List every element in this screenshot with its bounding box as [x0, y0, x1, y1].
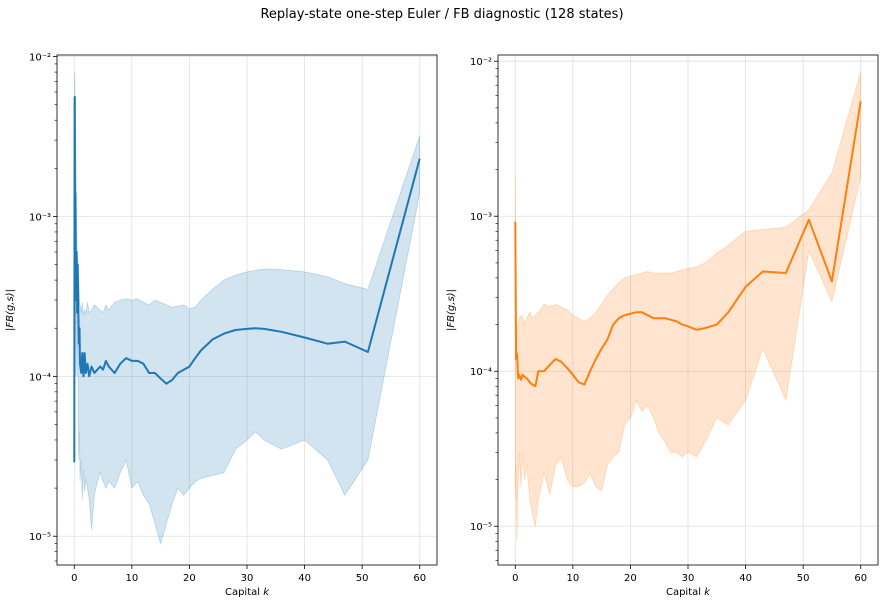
- left-x-axis-label-var: k: [263, 587, 270, 598]
- left-chart-panel: 0 10 20 30 40 50 60 10⁻⁵ 10⁻⁴ 10⁻³ 10⁻² Capital k |F…: [5, 53, 438, 598]
- left-x-axis-label: Capital k: [225, 587, 270, 598]
- right-x-tick-label: 30: [682, 573, 695, 584]
- figure-suptitle: Replay-state one-step Euler / FB diagnos…: [260, 7, 623, 22]
- right-y-tick-label: 10⁻²: [470, 57, 492, 68]
- right-x-tick-label: 20: [624, 573, 637, 584]
- left-x-tick-label: 50: [356, 573, 369, 584]
- right-x-tick-label: 40: [739, 573, 752, 584]
- right-x-tick-label: 10: [566, 573, 579, 584]
- left-x-axis-label-text: Capital: [225, 587, 263, 598]
- left-confidence-band: [73, 72, 421, 545]
- right-y-axis-label: |FB(g,s)|: [446, 289, 457, 331]
- left-y-tick-label: 10⁻³: [29, 212, 51, 223]
- left-x-tick-label: 20: [183, 573, 196, 584]
- right-x-axis-label-var: k: [704, 587, 711, 598]
- left-y-tick-label: 10⁻⁵: [29, 532, 51, 543]
- right-chart-panel: 0 10 20 30 40 50 60 10⁻⁵ 10⁻⁴ 10⁻³ 10⁻² Capital k |F…: [446, 54, 879, 598]
- right-median-line: [514, 101, 862, 388]
- right-x-axis-label-text: Capital: [666, 587, 704, 598]
- right-y-tick-label: 10⁻³: [470, 212, 492, 223]
- left-x-tick-label: 60: [413, 573, 426, 584]
- right-x-axis-label: Capital k: [666, 587, 711, 598]
- right-x-tick-label: 50: [797, 573, 810, 584]
- left-y-tick-label: 10⁻⁴: [29, 372, 51, 383]
- left-x-tick-label: 0: [71, 573, 77, 584]
- right-confidence-band: [514, 71, 862, 542]
- right-x-tick-label: 60: [854, 573, 867, 584]
- right-y-tick-label: 10⁻⁴: [470, 367, 492, 378]
- left-x-tick-label: 30: [241, 573, 254, 584]
- left-x-tick-label: 10: [125, 573, 138, 584]
- left-median-line: [73, 95, 421, 463]
- left-y-tick-label: 10⁻²: [29, 53, 51, 64]
- left-x-tick-label: 40: [298, 573, 311, 584]
- right-y-tick-label: 10⁻⁵: [470, 522, 492, 533]
- right-x-tick-label: 0: [512, 573, 518, 584]
- left-y-axis-label: |FB(g,s)|: [5, 289, 16, 331]
